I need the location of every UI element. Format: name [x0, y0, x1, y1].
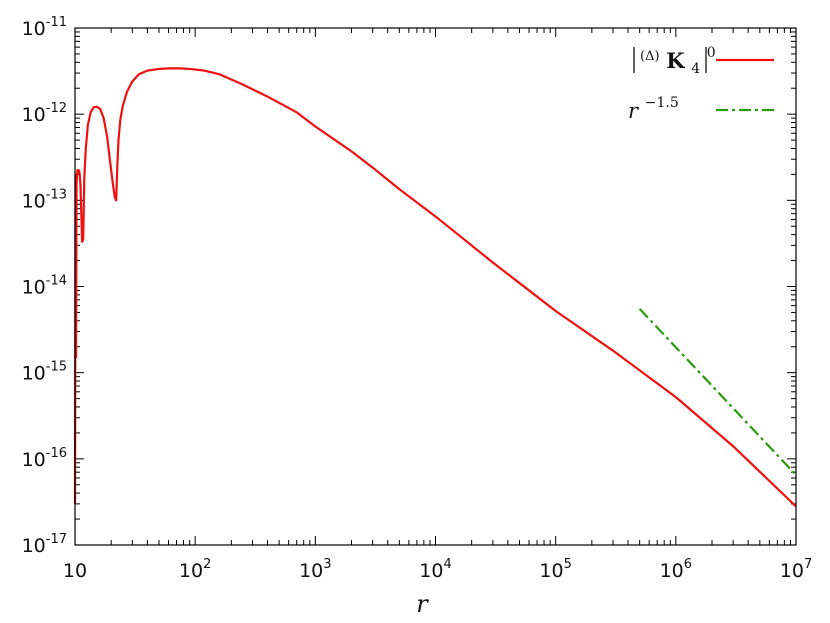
y-tick-label-base: 10	[22, 535, 46, 557]
legend-label-1: (Δ) K 4 0	[640, 41, 716, 78]
y-tick-label-base: 10	[22, 363, 46, 385]
x-tick-label-exp: 2	[203, 557, 211, 572]
legend: (Δ) K 4 0 r −1.5	[628, 41, 774, 123]
x-tick-label-base: 10	[63, 560, 87, 582]
x-tick-label: 105	[539, 557, 571, 582]
x-tick-label-exp: 6	[684, 557, 692, 572]
x-tick-label-base: 10	[179, 560, 203, 582]
legend-label-1-pre: (Δ)	[640, 49, 660, 64]
x-tick-label: 104	[419, 557, 451, 582]
x-tick-marks	[74, 28, 797, 545]
x-tick-label-base: 10	[780, 560, 804, 582]
y-tick-label-base: 10	[22, 190, 46, 212]
x-tick-label-base: 10	[539, 560, 563, 582]
y-tick-label: 10-17	[22, 532, 67, 557]
legend-label-2-sup: −1.5	[645, 95, 679, 111]
legend-label-1-main: K	[666, 48, 685, 73]
y-tick-label-base: 10	[22, 449, 46, 471]
y-tick-label-exp: -17	[46, 532, 67, 547]
y-tick-label-base: 10	[22, 104, 46, 126]
x-tick-label: 103	[299, 557, 331, 582]
x-tick-label: 102	[179, 557, 211, 582]
y-tick-label-exp: -11	[46, 15, 67, 30]
series-line-1	[73, 67, 797, 508]
y-tick-label-exp: -15	[46, 360, 67, 375]
x-tick-label-exp: 7	[804, 557, 812, 572]
x-tick-label: 107	[780, 557, 812, 582]
plot-series	[73, 67, 797, 508]
x-tick-label: 10	[63, 560, 87, 582]
x-tick-labels: 10 102 103 104 105 106 107	[63, 557, 812, 582]
x-tick-label-exp: 5	[564, 557, 572, 572]
series-line-2	[638, 308, 797, 476]
x-axis-label: r	[416, 590, 429, 618]
y-tick-label: 10-12	[22, 101, 67, 126]
legend-label-1-sub: 4	[691, 61, 700, 77]
x-tick-label-exp: 4	[443, 557, 451, 572]
x-tick-label-base: 10	[660, 560, 684, 582]
legend-label-1-sup: 0	[707, 45, 716, 61]
y-tick-label: 10-15	[22, 360, 67, 385]
plot-frame	[74, 27, 797, 546]
y-tick-label-base: 10	[22, 18, 46, 40]
y-tick-label: 10-11	[22, 15, 67, 40]
y-tick-label: 10-16	[22, 446, 67, 471]
y-tick-label-exp: -16	[46, 446, 67, 461]
y-tick-label: 10-14	[22, 274, 67, 299]
y-tick-marks	[75, 27, 796, 546]
y-tick-label: 10-13	[22, 187, 67, 212]
legend-entry-1: (Δ) K 4 0	[633, 41, 774, 78]
x-tick-label: 106	[660, 557, 692, 582]
x-tick-label-exp: 3	[323, 557, 331, 572]
y-tick-label-base: 10	[22, 277, 46, 299]
legend-label-2-base: r	[628, 99, 640, 123]
y-tick-label-exp: -13	[46, 187, 67, 202]
y-tick-label-exp: -12	[46, 101, 67, 116]
x-tick-label-base: 10	[419, 560, 443, 582]
legend-label-2: r −1.5	[628, 95, 679, 123]
legend-entry-2: r −1.5	[628, 95, 774, 123]
x-tick-label-base: 10	[299, 560, 323, 582]
y-tick-label-exp: -14	[46, 274, 67, 289]
